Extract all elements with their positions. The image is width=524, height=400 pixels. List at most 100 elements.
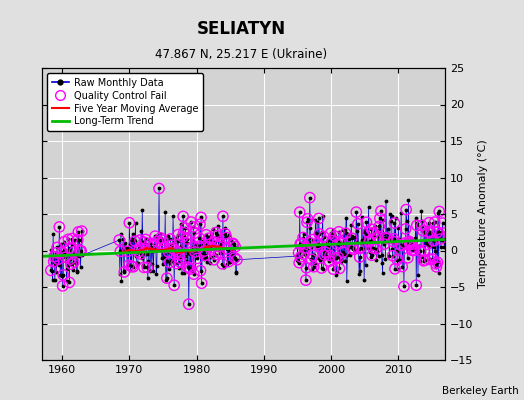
Point <box>172 260 181 267</box>
Point <box>223 246 231 252</box>
Point <box>408 246 417 252</box>
Point <box>335 229 343 235</box>
Point <box>357 244 365 251</box>
Point <box>47 267 55 274</box>
Point <box>120 269 128 275</box>
Point <box>152 262 161 269</box>
Point <box>409 244 418 251</box>
Point <box>158 237 167 244</box>
Point <box>129 264 137 270</box>
Point <box>134 248 143 255</box>
Point <box>339 249 347 255</box>
Point <box>53 244 61 251</box>
Point <box>213 232 222 238</box>
Point <box>369 245 377 251</box>
Point <box>115 237 124 243</box>
Point <box>390 220 399 226</box>
Point <box>411 242 419 248</box>
Point <box>171 260 180 266</box>
Point <box>178 234 187 240</box>
Point <box>422 239 431 246</box>
Point <box>404 196 412 203</box>
Point <box>146 268 154 274</box>
Point <box>309 252 318 258</box>
Point <box>210 256 218 263</box>
Point <box>352 209 361 215</box>
Point <box>204 234 212 240</box>
Point <box>202 240 211 247</box>
Point <box>421 257 430 263</box>
Point <box>428 232 436 238</box>
Point <box>209 226 217 232</box>
Point <box>406 240 414 247</box>
Point <box>346 244 355 250</box>
Point <box>321 249 330 255</box>
Point <box>412 282 420 288</box>
Point <box>299 234 307 241</box>
Point <box>192 240 200 247</box>
Point <box>364 230 372 236</box>
Point <box>296 241 304 247</box>
Point <box>310 264 318 270</box>
Point <box>122 245 130 252</box>
Point <box>401 242 409 248</box>
Point <box>393 256 401 263</box>
Point <box>382 198 390 204</box>
Point <box>189 244 197 250</box>
Point <box>149 268 158 274</box>
Point <box>212 229 221 236</box>
Point <box>389 238 398 245</box>
Point <box>190 271 198 277</box>
Point <box>223 261 232 267</box>
Point <box>140 239 149 245</box>
Point <box>331 233 339 239</box>
Point <box>167 258 175 264</box>
Point <box>391 266 399 272</box>
Point <box>75 236 84 243</box>
Point <box>420 248 428 254</box>
Point <box>231 244 239 250</box>
Point <box>399 244 407 250</box>
Point <box>138 206 146 213</box>
Point <box>214 223 222 229</box>
Point <box>194 251 202 257</box>
Point <box>302 264 311 271</box>
Point <box>319 266 328 272</box>
Point <box>297 240 305 246</box>
Point <box>70 248 79 255</box>
Point <box>185 264 193 271</box>
Point <box>308 266 316 272</box>
Point <box>381 256 390 262</box>
Point <box>172 260 181 267</box>
Point <box>151 233 159 239</box>
Point <box>423 241 431 247</box>
Point <box>151 232 160 239</box>
Point <box>427 229 435 236</box>
Point <box>152 270 160 277</box>
Point <box>155 185 163 192</box>
Point <box>354 246 363 252</box>
Point <box>176 255 184 262</box>
Point <box>159 251 168 257</box>
Point <box>410 247 418 254</box>
Point <box>137 228 145 234</box>
Point <box>115 237 124 243</box>
Point <box>203 258 211 265</box>
Point <box>173 238 182 244</box>
Point <box>398 242 406 249</box>
Point <box>179 213 187 220</box>
Point <box>406 240 414 247</box>
Point <box>192 244 201 250</box>
Point <box>200 255 208 262</box>
Point <box>300 251 308 257</box>
Point <box>223 246 231 252</box>
Point <box>342 215 351 222</box>
Point <box>197 214 205 220</box>
Point <box>132 253 140 260</box>
Point <box>148 261 156 267</box>
Point <box>198 280 206 286</box>
Point <box>189 244 197 250</box>
Point <box>136 251 145 257</box>
Point <box>219 262 227 268</box>
Point <box>363 245 372 252</box>
